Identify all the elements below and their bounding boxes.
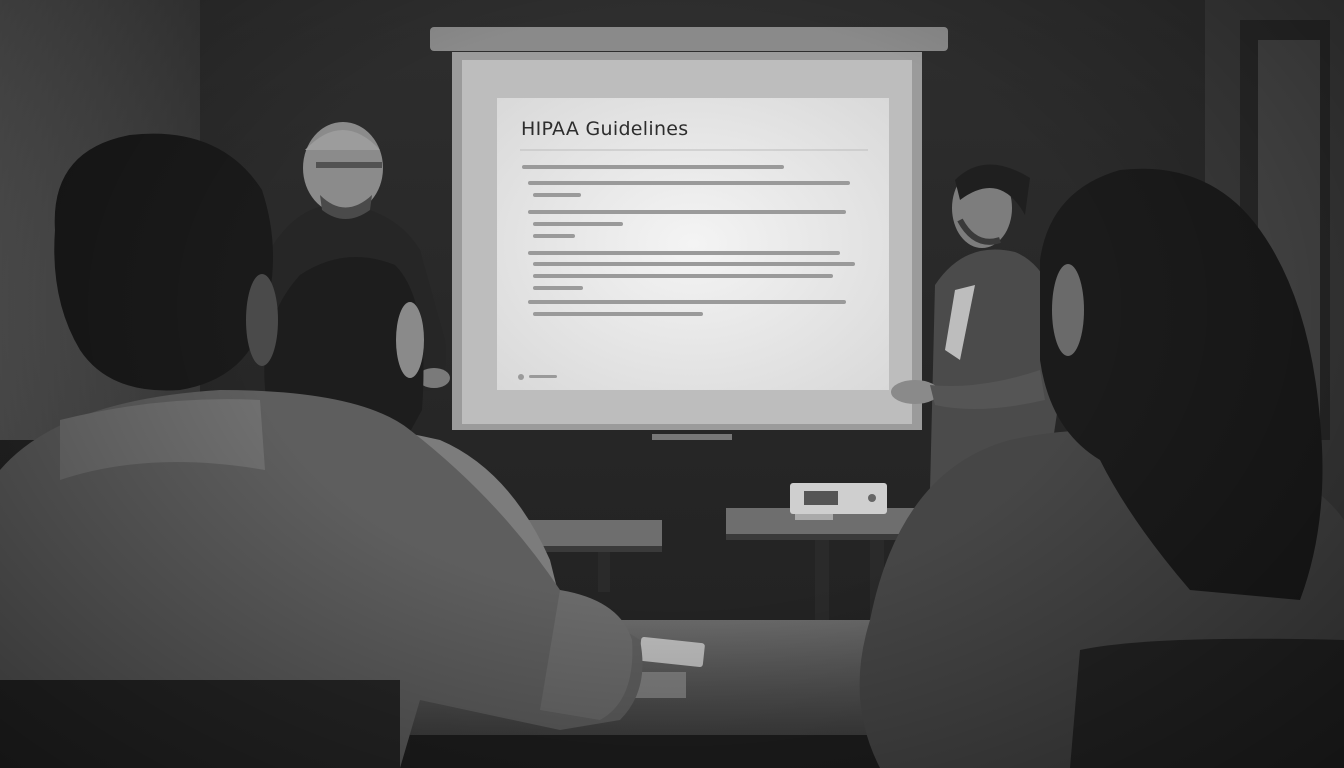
screen-housing	[430, 27, 948, 51]
attendee-foreground-left	[0, 133, 643, 768]
slide-title: HIPAA Guidelines	[521, 118, 689, 140]
slide-content: HIPAA Guidelines	[497, 98, 889, 390]
attendee-foreground-right	[859, 168, 1344, 768]
presenter-right	[891, 164, 1065, 520]
projected-slide	[497, 98, 889, 390]
projector-device	[790, 483, 887, 520]
screen-pull	[652, 434, 732, 440]
slide-blurred-text	[518, 165, 855, 380]
